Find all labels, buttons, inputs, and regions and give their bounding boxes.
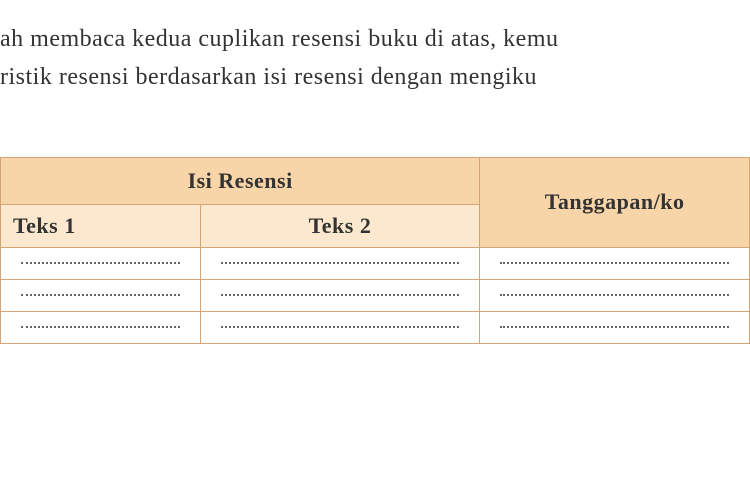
dotted-fill (21, 262, 180, 264)
cell-tanggapan (480, 279, 750, 311)
dotted-fill (500, 262, 729, 264)
dotted-fill (221, 294, 460, 296)
cell-teks1 (1, 279, 201, 311)
cell-teks2 (200, 311, 480, 343)
dotted-fill (500, 326, 729, 328)
text-line-1: ah membaca kedua cuplikan resensi buku d… (0, 20, 750, 58)
dotted-fill (221, 326, 460, 328)
cell-tanggapan (480, 311, 750, 343)
cell-tanggapan (480, 247, 750, 279)
table-row (1, 247, 750, 279)
dotted-fill (21, 294, 180, 296)
cell-teks2 (200, 247, 480, 279)
table-row (1, 279, 750, 311)
header-tanggapan: Tanggapan/ko (480, 157, 750, 247)
header-isi-resensi: Isi Resensi (1, 157, 480, 204)
header-teks1: Teks 1 (1, 204, 201, 247)
table-row (1, 311, 750, 343)
header-teks2: Teks 2 (200, 204, 480, 247)
dotted-fill (500, 294, 729, 296)
resensi-table: Isi Resensi Tanggapan/ko Teks 1 Teks 2 (0, 157, 750, 344)
cell-teks2 (200, 279, 480, 311)
text-line-2: ristik resensi berdasarkan isi resensi d… (0, 58, 750, 96)
dotted-fill (221, 262, 460, 264)
cell-teks1 (1, 311, 201, 343)
cell-teks1 (1, 247, 201, 279)
dotted-fill (21, 326, 180, 328)
instruction-text: ah membaca kedua cuplikan resensi buku d… (0, 0, 750, 97)
resensi-table-container: Isi Resensi Tanggapan/ko Teks 1 Teks 2 (0, 157, 750, 344)
